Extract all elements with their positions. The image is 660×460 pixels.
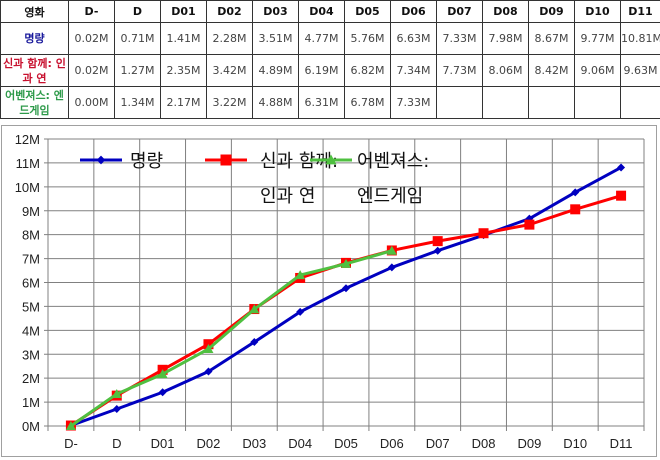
table-row: 신과 함께: 인과 연 0.02M 1.27M 2.35M 3.42M 4.89M 6.19… (0, 54, 660, 87)
legend-item: 신과 함께: 인과 연 (205, 151, 338, 207)
triangle-marker (325, 154, 337, 165)
value-cell: 9.06M (574, 54, 621, 87)
x-tick-label: D05 (334, 436, 358, 451)
y-tick-label: 9M (22, 204, 40, 219)
value-cell: 0.00M (68, 86, 115, 119)
header-col: D04 (298, 0, 345, 23)
series-diamond (66, 163, 626, 430)
value-cell: 8.42M (528, 54, 575, 87)
x-tick-label: D02 (197, 436, 221, 451)
legend-label: 명량 (130, 151, 163, 172)
diamond-marker (296, 307, 305, 316)
value-cell: 6.78M (344, 86, 391, 119)
diamond-marker (158, 388, 167, 397)
triangle-marker (111, 388, 122, 398)
value-cell (620, 86, 660, 119)
value-cell: 9.77M (574, 22, 621, 55)
y-tick-label: 11M (16, 156, 40, 171)
series-line (70, 194, 622, 427)
y-tick-label: 2M (22, 371, 40, 386)
value-cell: 7.98M (482, 22, 529, 55)
legend-item: 명량 (80, 151, 163, 172)
x-tick-label: D06 (380, 436, 404, 451)
value-cell: 4.88M (252, 86, 299, 119)
diamond-marker (342, 284, 350, 293)
value-cell: 8.67M (528, 22, 575, 55)
y-tick-label: 3M (22, 347, 40, 362)
x-tick-label: D- (64, 436, 78, 451)
x-tick-label: D11 (610, 436, 633, 451)
x-tick-label: D03 (242, 436, 266, 451)
value-cell (574, 86, 621, 119)
diamond-marker (204, 367, 213, 376)
value-cell: 5.76M (344, 22, 391, 55)
triangle-marker (157, 369, 168, 379)
square-marker (432, 236, 443, 247)
square-marker (220, 154, 232, 166)
series-triangle (65, 245, 397, 430)
value-cell: 7.34M (390, 54, 437, 87)
y-tick-label: 8M (22, 228, 40, 243)
x-tick-label: D10 (563, 436, 587, 451)
table-row: 명량 0.02M 0.71M 1.41M 2.28M 3.51M 4.77M 5.76M 6.6… (0, 22, 660, 55)
value-cell: 7.33M (436, 22, 483, 55)
y-tick-label: 4M (22, 323, 40, 338)
square-marker (570, 204, 581, 215)
series-line (70, 166, 622, 427)
diamond-marker (617, 163, 626, 172)
legend-label-line2: 인과 연 (260, 186, 315, 207)
diamond-marker (571, 188, 580, 197)
x-tick-label: D08 (472, 436, 496, 451)
legend-label: 신과 함께: (260, 151, 338, 172)
series-square (65, 190, 627, 431)
x-tick-label: D01 (151, 436, 175, 451)
value-cell (482, 86, 529, 119)
value-cell: 4.89M (252, 54, 299, 87)
y-tick-label: 5M (22, 299, 40, 314)
table-row: 어벤져스: 엔드게임 0.00M 1.34M 2.17M 3.22M 4.88M 6.31M… (0, 86, 660, 119)
value-cell: 7.33M (390, 86, 437, 119)
y-tick-label: 1M (22, 395, 40, 410)
x-tick-label: D (112, 436, 121, 451)
diamond-marker (112, 405, 121, 414)
triangle-marker (65, 421, 76, 430)
value-cell: 1.27M (114, 54, 161, 87)
series-line (70, 249, 393, 428)
triangle-marker (386, 245, 397, 255)
y-tick-label: 10M (15, 180, 40, 195)
diamond-marker (433, 246, 442, 255)
box-office-table: 영화 D- D D01 D02 D03 D04 D05 D06 D07 D08 … (0, 0, 660, 119)
x-tick-label: D07 (426, 436, 450, 451)
legend-item: 어벤져스: 엔드게임 (310, 151, 429, 207)
triangle-marker (203, 343, 214, 353)
square-marker (478, 228, 489, 239)
y-tick-label: 12M (15, 132, 40, 147)
square-marker (616, 190, 627, 201)
value-cell: 10.81M (620, 22, 660, 55)
triangle-marker (295, 270, 306, 280)
y-tick-label: 7M (22, 252, 40, 267)
diamond-marker (250, 338, 259, 347)
diamond-marker (96, 155, 106, 165)
legend-label: 어벤져스: (357, 151, 429, 172)
diamond-marker (387, 263, 396, 272)
value-cell: 6.63M (390, 22, 437, 55)
y-tick-label: 0M (22, 419, 40, 434)
value-cell: 8.06M (482, 54, 529, 87)
y-tick-label: 6M (22, 276, 40, 291)
legend-label-line2: 엔드게임 (357, 186, 423, 207)
value-cell: 0.02M (68, 54, 115, 87)
triangle-marker (249, 304, 260, 314)
x-tick-label: D04 (288, 436, 312, 451)
value-cell: 0.02M (68, 22, 115, 55)
square-marker (524, 219, 535, 230)
value-cell: 6.31M (298, 86, 345, 119)
x-tick-label: D09 (517, 436, 541, 451)
triangle-marker (341, 258, 351, 268)
